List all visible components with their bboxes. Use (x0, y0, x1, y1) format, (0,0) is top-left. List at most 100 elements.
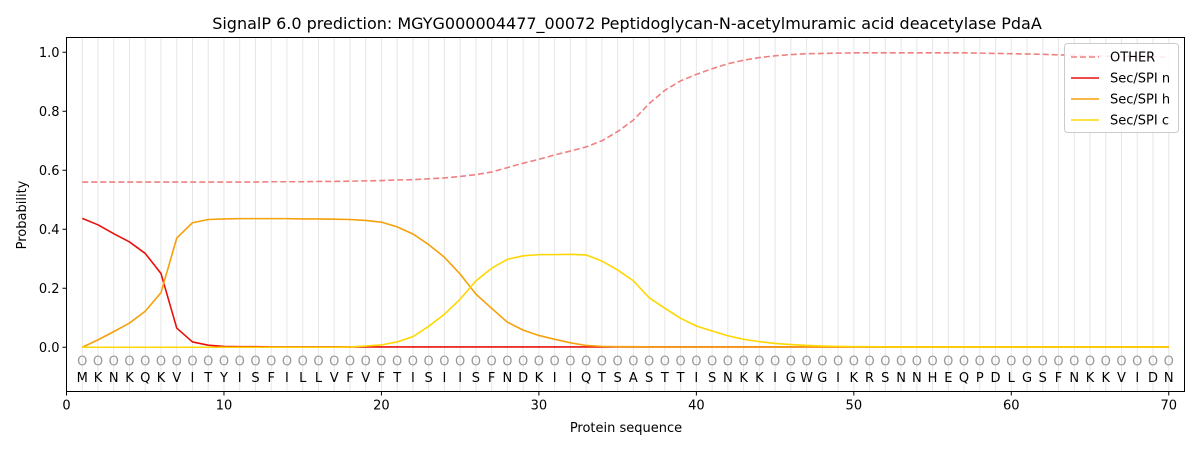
residue-label: P (976, 371, 984, 386)
residue-label: D (991, 371, 1001, 386)
residue-label: L (1008, 371, 1016, 386)
residue-marker: O (392, 355, 402, 370)
residue-marker: O (140, 355, 150, 370)
residue-marker: O (1101, 355, 1111, 370)
residue-label: K (1086, 371, 1095, 386)
x-tick-label: 10 (216, 399, 233, 414)
residue-label: V (1117, 371, 1126, 386)
residue-marker: O (990, 355, 1000, 370)
residue-label: V (330, 371, 339, 386)
residue-marker: O (770, 355, 780, 370)
residue-marker: O (1022, 355, 1032, 370)
residue-label: F (488, 371, 495, 386)
residue-label: A (629, 371, 638, 386)
residue-label: I (1135, 371, 1139, 386)
residue-label: L (315, 371, 323, 386)
residue-label: S (425, 371, 433, 386)
y-tick-label: 0.0 (39, 341, 60, 356)
residue-marker: O (439, 355, 449, 370)
residue-marker: O (235, 355, 245, 370)
residue-label: G (786, 371, 796, 386)
residue-marker: O (361, 355, 371, 370)
residue-marker: O (329, 355, 339, 370)
residue-label: T (203, 371, 212, 386)
residue-marker: O (455, 355, 465, 370)
residue-label: I (411, 371, 415, 386)
residue-label: K (755, 371, 764, 386)
residue-label: E (944, 371, 952, 386)
legend-box (1064, 43, 1179, 133)
residue-label: S (645, 371, 653, 386)
residue-marker: O (959, 355, 969, 370)
residue-marker: O (628, 355, 638, 370)
residue-marker: O (298, 355, 308, 370)
x-tick-label: 40 (688, 399, 705, 414)
residue-marker: O (266, 355, 276, 370)
series-layer (81, 52, 1169, 349)
residue-marker: O (675, 355, 685, 370)
y-axis-title: Probability (15, 180, 30, 249)
residue-label: I (238, 371, 242, 386)
residue-marker: O (203, 355, 213, 370)
residue-marker: O (1085, 355, 1095, 370)
legend: OTHER Sec/SPI n Sec/SPI h Sec/SPI c (1064, 43, 1179, 133)
residue-label: R (865, 371, 874, 386)
residue-marker: O (912, 355, 922, 370)
residue-marker: O (156, 355, 166, 370)
residue-label: K (94, 371, 103, 386)
plot-frame (66, 37, 1185, 392)
residue-marker: O (786, 355, 796, 370)
residue-label: T (660, 371, 669, 386)
residue-label: F (378, 371, 385, 386)
series-line-other (82, 52, 1169, 183)
residue-label: F (346, 371, 353, 386)
chart-title: SignalP 6.0 prediction: MGYG000004477_00… (212, 14, 1042, 34)
x-tick-label: 20 (373, 399, 390, 414)
residue-label: N (896, 371, 906, 386)
residue-marker: O (833, 355, 843, 370)
residue-label: K (125, 371, 134, 386)
residue-label: T (676, 371, 685, 386)
residue-marker: O (1053, 355, 1063, 370)
residue-marker: O (1069, 355, 1079, 370)
residue-label: G (817, 371, 827, 386)
residue-marker: O (817, 355, 827, 370)
residue-label: F (267, 371, 274, 386)
residue-marker: O (534, 355, 544, 370)
x-tick-label: 50 (846, 399, 863, 414)
residue-marker: O (660, 355, 670, 370)
residue-marker: O (597, 355, 607, 370)
residue-label: T (392, 371, 401, 386)
residue-marker: O (424, 355, 434, 370)
residue-label: N (503, 371, 513, 386)
residue-marker: O (550, 355, 560, 370)
residue-marker: O (975, 355, 985, 370)
residue-label: F (1055, 371, 1062, 386)
residue-label: I (191, 371, 195, 386)
residue-marker: O (124, 355, 134, 370)
residue-label: T (597, 371, 606, 386)
residue-label: S (1039, 371, 1047, 386)
x-axis-ticks: 0 10 20 30 40 50 60 70 (62, 391, 1177, 414)
residue-marker: O (187, 355, 197, 370)
residue-marker: O (1006, 355, 1016, 370)
residue-label: N (1069, 371, 1079, 386)
residue-label: L (299, 371, 307, 386)
residue-marker: O (880, 355, 890, 370)
residue-marker: O (565, 355, 575, 370)
y-tick-label: 0.2 (39, 282, 60, 297)
residue-marker: O (691, 355, 701, 370)
residue-label: S (881, 371, 889, 386)
residue-marker: O (93, 355, 103, 370)
residue-label: N (109, 371, 119, 386)
residue-label: S (613, 371, 621, 386)
residue-marker: O (707, 355, 717, 370)
residue-label: S (251, 371, 259, 386)
residue-label: I (442, 371, 446, 386)
residue-label: I (836, 371, 840, 386)
residue-label: I (285, 371, 289, 386)
residue-marker: O (896, 355, 906, 370)
residue-marker: O (644, 355, 654, 370)
